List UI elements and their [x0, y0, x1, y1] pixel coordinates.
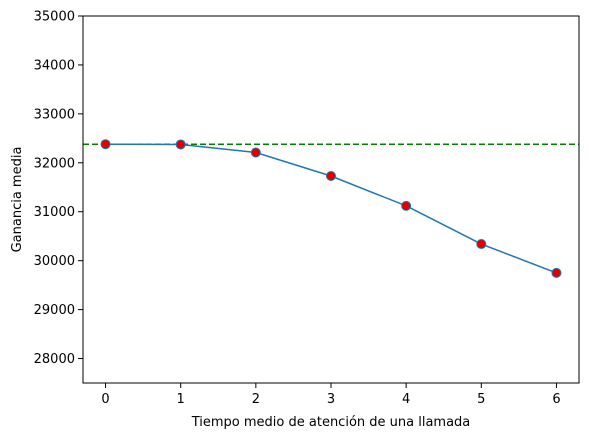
x-tick-label: 0	[101, 392, 109, 407]
data-point	[100, 139, 111, 150]
x-tick-label: 4	[402, 392, 410, 407]
x-tick-label: 3	[327, 392, 335, 407]
y-tick-label: 33000	[34, 107, 75, 122]
x-tick-label: 2	[252, 392, 260, 407]
y-tick-label: 28000	[34, 352, 75, 367]
x-axis-ticks: 0 1 2 3 4 5 6	[101, 383, 561, 407]
y-tick-label: 29000	[34, 303, 75, 318]
data-point	[551, 267, 562, 278]
plot-frame	[82, 15, 580, 384]
x-axis-label: Tiempo medio de atención de una llamada	[191, 415, 471, 430]
data-point	[401, 200, 412, 211]
y-tick-label: 34000	[34, 58, 75, 73]
x-tick-label: 1	[177, 392, 185, 407]
x-tick-label: 6	[552, 392, 560, 407]
data-point	[250, 147, 261, 158]
series-line	[105, 143, 557, 274]
data-point	[476, 239, 487, 250]
data-point	[175, 139, 186, 150]
y-tick-label: 35000	[34, 10, 75, 25]
y-axis-ticks: 28000 29000 30000 31000 32000 33000 34000 35000	[34, 10, 83, 367]
y-tick-label: 30000	[34, 254, 75, 269]
data-point	[326, 171, 336, 182]
y-tick-label: 31000	[34, 205, 75, 220]
x-tick-label: 5	[477, 392, 485, 407]
plot-area	[82, 15, 580, 384]
y-tick-label: 32000	[34, 156, 75, 171]
y-axis-label: Ganancia media	[10, 147, 25, 253]
